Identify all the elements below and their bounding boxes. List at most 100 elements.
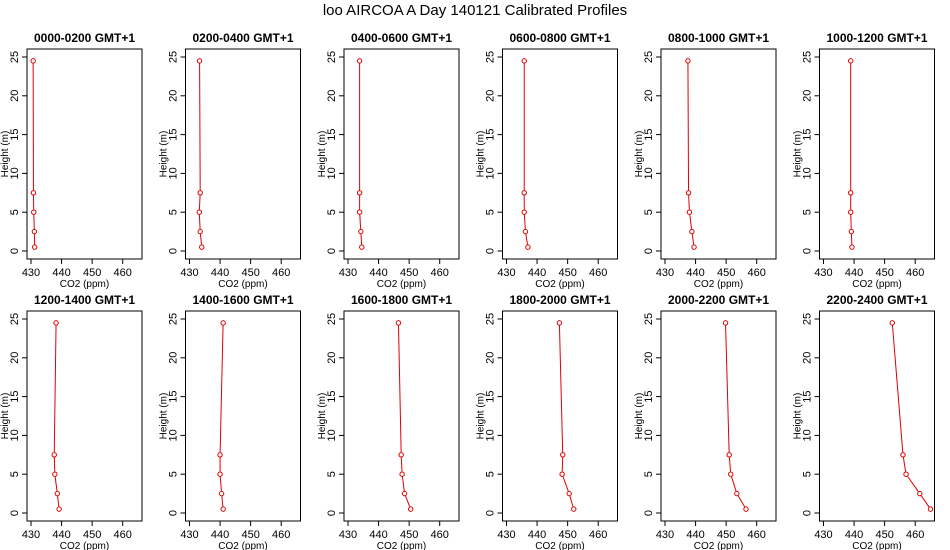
y-tick-label: 5	[802, 471, 814, 477]
y-tick-label: 25	[9, 313, 21, 325]
series-line-segment	[691, 234, 695, 245]
y-tick-label: 5	[643, 209, 655, 215]
data-point	[196, 209, 202, 215]
x-tick-label: 450	[83, 529, 101, 541]
series-line-segment	[359, 214, 362, 230]
data-point	[220, 506, 226, 512]
data-point	[848, 228, 855, 235]
x-tick-label: 450	[400, 267, 418, 279]
y-axis-label: Height (m)	[793, 393, 804, 440]
y-tick-label: 20	[643, 352, 655, 364]
data-point	[31, 228, 38, 235]
y-axis-label: Height (m)	[317, 131, 328, 178]
x-tick-label: 440	[686, 529, 704, 541]
panel-title: 0800-1000 GMT+1	[668, 31, 769, 45]
series-line-segment	[558, 325, 564, 453]
data-point	[927, 506, 934, 512]
x-axis-label: CO2 (ppm)	[377, 541, 426, 550]
y-tick-label: 0	[802, 510, 814, 516]
x-tick-label: 430	[656, 267, 674, 279]
x-axis-label: CO2 (ppm)	[60, 279, 109, 290]
x-tick-label: 460	[589, 267, 607, 279]
data-point	[30, 58, 36, 64]
series-line-segment	[728, 457, 732, 472]
series-line-segment	[725, 325, 730, 453]
panel-title: 0400-0600 GMT+1	[351, 31, 452, 45]
plot-frame	[343, 310, 460, 522]
y-tick-label: 0	[326, 248, 338, 254]
data-point	[556, 320, 563, 326]
x-tick-label: 430	[22, 267, 40, 279]
panel-title: 1400-1600 GMT+1	[192, 293, 293, 307]
plot-frame	[343, 48, 460, 260]
series-line-segment	[920, 495, 930, 508]
series-line-segment	[689, 214, 693, 230]
y-tick-label: 15	[9, 390, 21, 402]
x-tick-label: 450	[558, 529, 576, 541]
y-tick-label: 20	[326, 90, 338, 102]
x-axis-label: CO2 (ppm)	[694, 279, 743, 290]
series-line-segment	[569, 495, 574, 507]
panel-title: 1800-2000 GMT+1	[509, 293, 610, 307]
y-axis-label: Height (m)	[0, 131, 11, 178]
y-tick-label: 10	[326, 429, 338, 441]
x-tick-label: 430	[656, 529, 674, 541]
y-tick-label: 20	[643, 90, 655, 102]
y-axis-label: Height (m)	[476, 131, 487, 178]
data-point	[53, 320, 59, 326]
data-point	[358, 228, 364, 235]
x-axis-label: CO2 (ppm)	[852, 279, 901, 290]
y-tick-label: 20	[802, 352, 814, 364]
y-tick-label: 10	[168, 429, 180, 441]
x-tick-label: 460	[906, 267, 924, 279]
x-tick-label: 450	[400, 529, 418, 541]
panel-title: 2200-2400 GMT+1	[826, 293, 927, 307]
x-tick-label: 460	[431, 267, 449, 279]
y-tick-label: 10	[485, 429, 497, 441]
x-tick-label: 450	[241, 267, 259, 279]
panel-title: 0600-0800 GMT+1	[509, 31, 610, 45]
profile-panel: 0600-0800 GMT+1 0 5 10 15 20 25 430 440 450 460 CO2…	[476, 31, 618, 290]
x-tick-label: 460	[272, 529, 290, 541]
profile-panel: 1200-1400 GMT+1 0 5 10 15 20 25 430 440 450 460 CO2…	[0, 293, 143, 550]
y-tick-label: 25	[9, 51, 21, 63]
y-tick-label: 15	[9, 128, 21, 140]
data-point	[199, 244, 205, 250]
x-tick-label: 430	[814, 529, 832, 541]
y-tick-label: 5	[643, 471, 655, 477]
data-point	[197, 228, 203, 235]
data-point	[521, 190, 527, 196]
panel-title: 1200-1400 GMT+1	[34, 293, 135, 307]
data-point	[917, 490, 923, 497]
y-tick-label: 25	[485, 51, 497, 63]
panel-title: 2000-2200 GMT+1	[668, 293, 769, 307]
series-line-segment	[219, 476, 222, 492]
x-tick-label: 430	[180, 267, 198, 279]
x-tick-label: 450	[558, 267, 576, 279]
y-axis-label: Height (m)	[634, 131, 645, 178]
y-tick-label: 20	[802, 90, 814, 102]
y-tick-label: 10	[643, 167, 655, 179]
data-point	[900, 452, 906, 458]
x-tick-label: 430	[180, 529, 198, 541]
y-tick-label: 0	[643, 248, 655, 254]
data-point	[359, 244, 365, 250]
series-line-segment	[891, 325, 904, 453]
profile-panel: 1800-2000 GMT+1 0 5 10 15 20 25 430 440 450 460 CO2…	[476, 293, 618, 550]
x-axis-label: CO2 (ppm)	[852, 541, 901, 550]
y-tick-label: 10	[802, 429, 814, 441]
series-line-segment	[199, 63, 201, 191]
data-point	[31, 244, 38, 250]
x-tick-label: 450	[875, 529, 893, 541]
series-line-segment	[401, 476, 405, 492]
series-line-segment	[902, 457, 907, 472]
y-tick-label: 0	[9, 248, 21, 254]
series-line-segment	[199, 234, 202, 245]
y-tick-label: 5	[9, 209, 21, 215]
y-tick-label: 15	[802, 128, 814, 140]
y-tick-label: 15	[326, 128, 338, 140]
y-tick-label: 25	[485, 313, 497, 325]
series-line-segment	[523, 214, 526, 230]
x-tick-label: 460	[114, 529, 132, 541]
series-line-segment	[219, 325, 224, 453]
